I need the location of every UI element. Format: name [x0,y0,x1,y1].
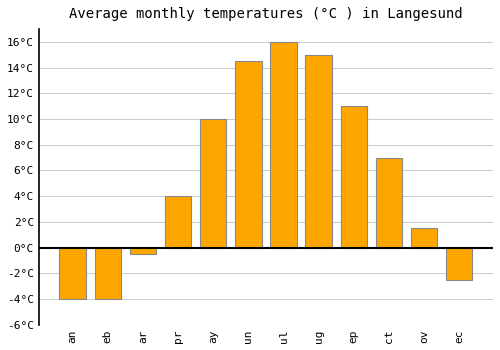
Bar [130,247,156,254]
Bar [376,158,402,247]
Bar [165,196,191,247]
Title: Average monthly temperatures (°C ) in Langesund: Average monthly temperatures (°C ) in La… [69,7,462,21]
Bar [235,61,262,247]
Bar [200,119,226,247]
Bar [270,42,296,247]
Bar [340,106,367,247]
Bar [94,247,121,299]
Bar [306,55,332,247]
Bar [411,228,438,247]
Bar [446,247,472,280]
Bar [60,247,86,299]
